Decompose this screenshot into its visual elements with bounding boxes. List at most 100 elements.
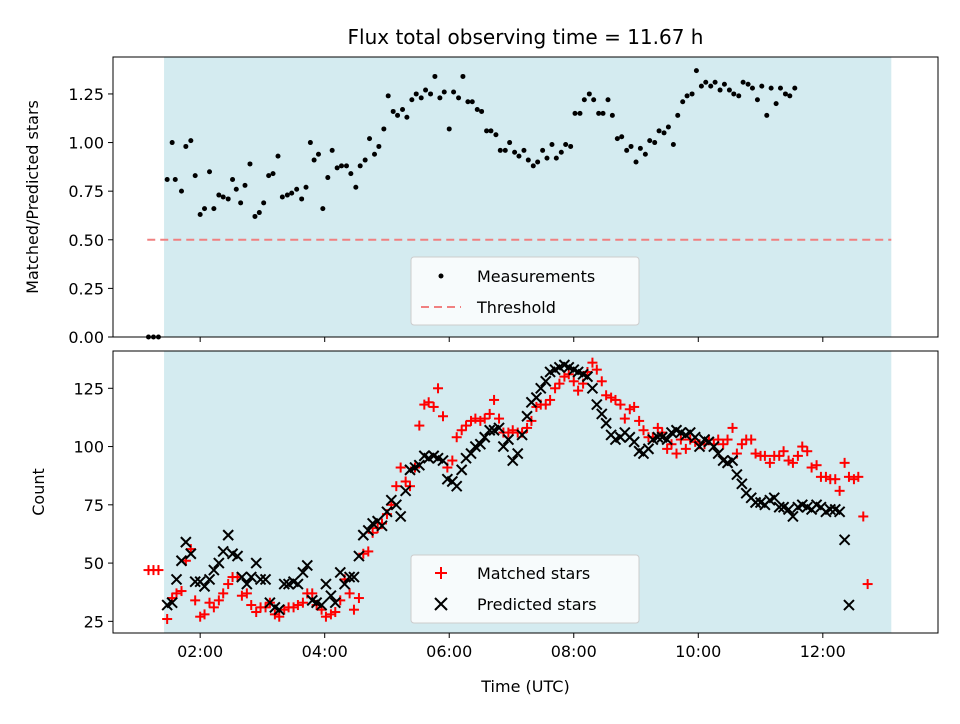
predicted-star-point	[600, 417, 612, 429]
predicted-star-point	[245, 571, 257, 583]
matched-star-point	[428, 401, 439, 412]
measurement-point	[596, 110, 602, 116]
matched-star-point	[438, 411, 448, 422]
matched-star-point	[320, 611, 331, 622]
predicted-star-point	[241, 578, 253, 590]
matched-star-point	[834, 485, 845, 496]
measurement-point	[395, 112, 401, 118]
matched-star-point	[671, 448, 682, 459]
measurement-point	[372, 151, 378, 157]
ratio-y-axis-label: Matched/Predicted stars	[23, 100, 42, 294]
predicted-star-point	[689, 431, 701, 443]
predicted-star-point	[535, 382, 547, 394]
predicted-star-point	[399, 485, 412, 497]
matched-star-point	[797, 441, 808, 452]
matched-star-point	[297, 597, 308, 608]
measurement-point	[225, 196, 231, 202]
predicted-star-point	[250, 557, 262, 569]
measurement-point	[284, 192, 290, 198]
predicted-star-point	[782, 503, 795, 516]
matched-star-point	[778, 446, 789, 457]
x-tick-label: 02:00	[177, 642, 223, 661]
measurement-point	[628, 143, 634, 149]
x-tick-label: 10:00	[675, 642, 721, 661]
matched-star-point	[507, 425, 518, 436]
measurement-point	[339, 163, 345, 169]
matched-star-point	[395, 462, 406, 473]
matched-star-point	[802, 446, 813, 457]
predicted-star-point	[315, 599, 328, 611]
predicted-star-point	[512, 447, 524, 460]
measurement-point	[169, 140, 175, 146]
matched-star-point	[466, 415, 477, 426]
measurement-point	[591, 97, 597, 103]
measurement-point	[299, 196, 305, 202]
predicted-star-point	[329, 596, 341, 609]
measurement-point	[202, 206, 208, 212]
measurement-point	[633, 159, 639, 165]
measurement-point	[238, 200, 244, 206]
matched-star-point	[208, 602, 219, 613]
predicted-star-point	[693, 440, 706, 453]
measurement-point	[726, 87, 732, 93]
measurement-point	[188, 138, 194, 144]
measurement-point	[437, 95, 443, 101]
predicted-star-point	[773, 501, 785, 513]
matched-star-point	[774, 450, 785, 461]
legend-predicted-label: Predicted stars	[477, 595, 597, 614]
matched-star-point	[423, 397, 434, 408]
matched-star-point	[662, 443, 673, 454]
predicted-star-point	[465, 447, 477, 460]
measurement-point	[233, 186, 239, 192]
matched-star-point	[652, 422, 663, 433]
matched-star-point	[213, 595, 224, 606]
predicted-star-point	[493, 422, 505, 434]
matched-star-point	[830, 474, 841, 485]
matched-star-point	[792, 450, 803, 461]
predicted-star-point	[166, 596, 178, 609]
measurement-point	[385, 93, 391, 99]
predicted-star-point	[507, 454, 519, 467]
matched-star-point	[307, 588, 318, 599]
measurement-point	[689, 91, 695, 97]
measurement-point	[381, 126, 387, 132]
matched-star-point	[750, 448, 761, 459]
matched-star-point	[619, 413, 630, 424]
matched-star-point	[764, 457, 775, 468]
measurement-point	[418, 95, 424, 101]
measurement-point	[242, 182, 248, 188]
matched-star-point	[839, 457, 850, 468]
measurement-point	[782, 91, 788, 97]
matched-star-point	[610, 394, 621, 405]
measurement-point	[325, 175, 331, 181]
matched-star-point	[568, 376, 579, 387]
predicted-star-point	[390, 499, 403, 511]
measurement-point	[307, 140, 313, 146]
measurement-point	[266, 173, 272, 179]
predicted-star-point	[185, 548, 197, 560]
matched-star-point	[629, 401, 640, 412]
measurement-point	[670, 142, 676, 147]
measurement-point	[577, 110, 583, 116]
predicted-star-point	[581, 370, 594, 383]
measurement-point	[220, 194, 226, 200]
matched-star-point	[176, 586, 187, 597]
matched-star-point	[559, 371, 570, 382]
predicted-star-point	[731, 468, 743, 481]
measurement-point	[572, 110, 578, 116]
measurement-point	[390, 108, 396, 114]
measurement-point	[721, 81, 727, 87]
matched-star-point	[330, 607, 341, 618]
predicted-star-point	[353, 550, 365, 562]
measurement-point	[400, 107, 406, 112]
matched-star-point	[680, 443, 691, 454]
measurement-point	[357, 163, 363, 169]
measurement-point	[207, 169, 213, 175]
matched-star-point	[862, 579, 873, 590]
measurement-point	[553, 155, 559, 161]
measurement-point	[792, 85, 798, 91]
measurement-point	[731, 91, 737, 97]
measurement-point	[289, 190, 295, 196]
ratio-y-tick-label: 0.25	[68, 279, 104, 298]
ratio-y-tick-label: 1.00	[68, 134, 104, 153]
